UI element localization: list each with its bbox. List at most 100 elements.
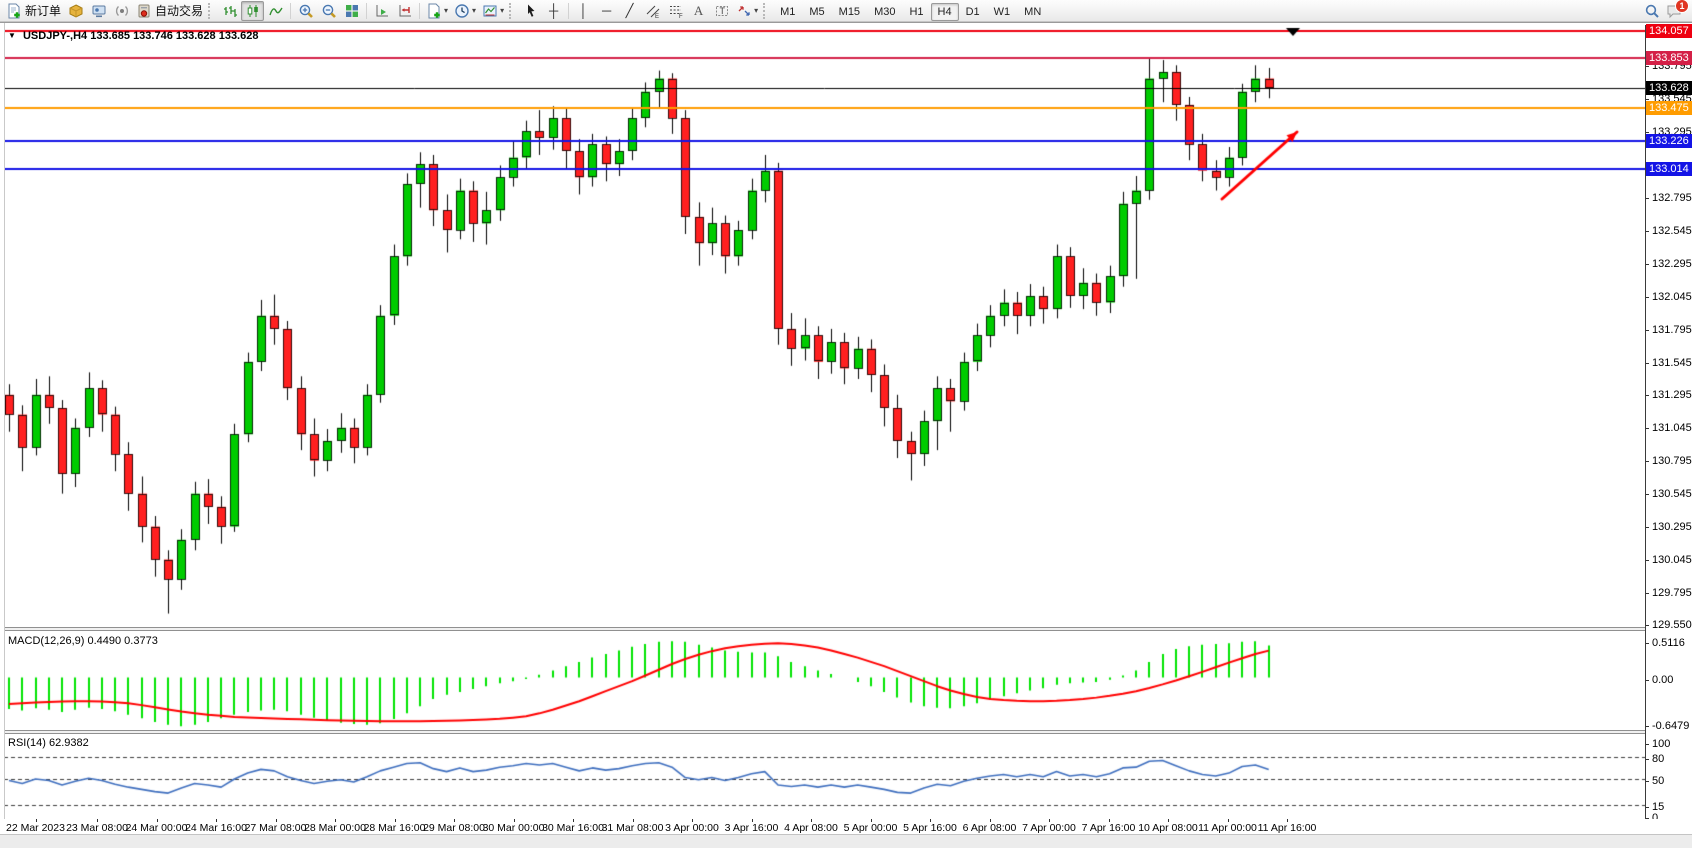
cursor-button[interactable]	[519, 1, 542, 21]
virtual-hosting-button[interactable]	[87, 1, 110, 21]
timeframe-button-H4[interactable]: H4	[930, 2, 959, 21]
axis-tick-mark	[1049, 819, 1050, 822]
zoom-out-button[interactable]	[317, 1, 340, 21]
gold-cube-icon	[68, 3, 84, 19]
vertical-line-button[interactable]: │	[572, 1, 595, 21]
search-button[interactable]	[1640, 1, 1663, 21]
time-tick-label: 30 Mar 00:00	[482, 822, 545, 834]
axis-tick-mark	[1109, 819, 1110, 822]
label-button[interactable]: T	[710, 1, 733, 21]
price-tick-label: 131.795	[1652, 323, 1692, 336]
axis-tick-mark	[752, 819, 753, 822]
new-order-button[interactable]: 新订单	[3, 1, 64, 21]
line-chart-button[interactable]	[264, 1, 287, 21]
candlestick-chart-button[interactable]	[241, 0, 265, 21]
chart-window: ▼ USDJPY-,H4 133.685 133.746 133.628 133…	[0, 22, 1692, 848]
toolbar-gripper	[763, 2, 771, 19]
text-button[interactable]: A	[687, 1, 710, 21]
timeframe-button-W1[interactable]: W1	[993, 5, 1011, 18]
market-button[interactable]	[64, 1, 87, 21]
monitor-icon	[91, 3, 107, 19]
axis-tick-mark	[1646, 197, 1649, 199]
autotrading-button[interactable]: 自动交易	[133, 1, 206, 21]
price-chart-canvas[interactable]	[4, 25, 1645, 627]
timeframe-button-M1[interactable]: M1	[780, 5, 796, 18]
chart-title: ▼ USDJPY-,H4 133.685 133.746 133.628 133…	[8, 30, 258, 42]
axis-tick-mark	[1646, 65, 1649, 67]
axis-tick-mark	[1646, 362, 1649, 364]
collapse-icon[interactable]: ▼	[8, 31, 16, 40]
equidistant-channel-button[interactable]: E	[641, 1, 664, 21]
timeframe-button-D1[interactable]: D1	[965, 5, 980, 18]
macd-name: MACD(12,26,9)	[8, 635, 85, 647]
time-tick-label: 31 Mar 08:00	[601, 822, 664, 834]
zoom-in-button[interactable]	[294, 1, 317, 21]
axis-tick-mark	[1646, 131, 1649, 133]
timeframe-button-M5[interactable]: M5	[809, 5, 825, 18]
price-line-badge: 133.853	[1646, 51, 1692, 66]
price-tick-label: 0.5116	[1652, 637, 1685, 650]
time-tick-label: 5 Apr 00:00	[843, 822, 898, 834]
trendline-button[interactable]: ╱	[618, 1, 641, 21]
price-tick-label: 130.795	[1652, 455, 1692, 468]
axis-tick-mark	[573, 819, 574, 822]
periods-button[interactable]: ▾	[451, 1, 479, 21]
dropdown-caret-icon: ▾	[500, 6, 505, 15]
price-tick-label: 130.295	[1652, 521, 1692, 534]
rsi-label: RSI(14) 62.9382	[8, 737, 89, 749]
time-tick-label: 24 Mar 00:00	[125, 822, 188, 834]
dropdown-caret-icon: ▾	[444, 6, 449, 15]
horizontal-line-button[interactable]: ─	[595, 1, 618, 21]
crosshair-button[interactable]: ┼	[542, 1, 565, 21]
axis-tick-mark	[1646, 560, 1649, 562]
axis-tick-mark	[990, 819, 991, 822]
timeframe-button-M15[interactable]: M15	[838, 5, 861, 18]
crosshair-icon: ┼	[548, 2, 559, 18]
zoom-in-icon	[298, 3, 314, 19]
indicators-button[interactable]: ▾	[423, 1, 451, 21]
timeframe-button-M30[interactable]: M30	[874, 5, 896, 18]
chat-button[interactable]: 1	[1663, 0, 1689, 21]
chat-unread-badge: 1	[1675, 0, 1689, 13]
toolbar-gripper	[208, 2, 216, 19]
dropdown-caret-icon: ▾	[754, 6, 759, 15]
signals-button[interactable]	[110, 1, 133, 21]
time-tick-label: 4 Apr 08:00	[784, 822, 838, 834]
axis-tick-mark	[1168, 819, 1169, 822]
time-axis[interactable]: 22 Mar 2023 23 Mar 08:00 24 Mar 00:00 24 Ma…	[0, 819, 1692, 834]
auto-scroll-button[interactable]	[370, 1, 393, 21]
timeframe-button-MN[interactable]: MN	[1024, 5, 1042, 18]
price-tick-label: 129.795	[1652, 587, 1692, 600]
axis-tick-mark	[216, 819, 217, 822]
templates-button[interactable]: ▾	[479, 1, 507, 21]
macd-indicator-canvas[interactable]	[4, 631, 1645, 730]
axis-tick-mark	[157, 819, 158, 822]
arrows-button[interactable]: ▾	[733, 1, 761, 21]
indicators-icon	[426, 3, 442, 19]
bar-chart-button[interactable]	[218, 1, 241, 21]
pane-separator[interactable]	[0, 730, 1645, 734]
axis-tick-mark	[1646, 593, 1649, 595]
fibonacci-button[interactable]: F	[664, 1, 687, 21]
price-line-badge: 134.057	[1646, 24, 1692, 39]
time-tick-label: 22 Mar 2023	[6, 822, 65, 834]
price-axis[interactable]: 133.795 133.545 133.295 132.795 132.545 132.2…	[1645, 24, 1692, 824]
price-tick-label: 15	[1652, 800, 1665, 813]
price-tick-label: 100	[1652, 737, 1671, 750]
tile-windows-button[interactable]	[340, 1, 363, 21]
rsi-name: RSI(14)	[8, 737, 46, 749]
toolbar-separator	[290, 2, 292, 19]
time-tick-label: 24 Mar 16:00	[185, 822, 247, 834]
axis-tick-mark	[1646, 461, 1649, 463]
auto-scroll-icon	[374, 3, 390, 19]
time-tick-label: 7 Apr 16:00	[1081, 822, 1136, 834]
axis-tick-mark	[335, 819, 336, 822]
svg-text:F: F	[679, 14, 683, 19]
timeframe-button-H1[interactable]: H1	[909, 5, 924, 18]
toolbar-gripper	[509, 2, 517, 19]
rsi-indicator-canvas[interactable]	[4, 734, 1645, 820]
axis-tick-mark	[1646, 494, 1649, 496]
axis-tick-mark	[1646, 329, 1649, 331]
pane-separator[interactable]	[0, 627, 1645, 631]
chart-shift-button[interactable]	[393, 1, 416, 21]
